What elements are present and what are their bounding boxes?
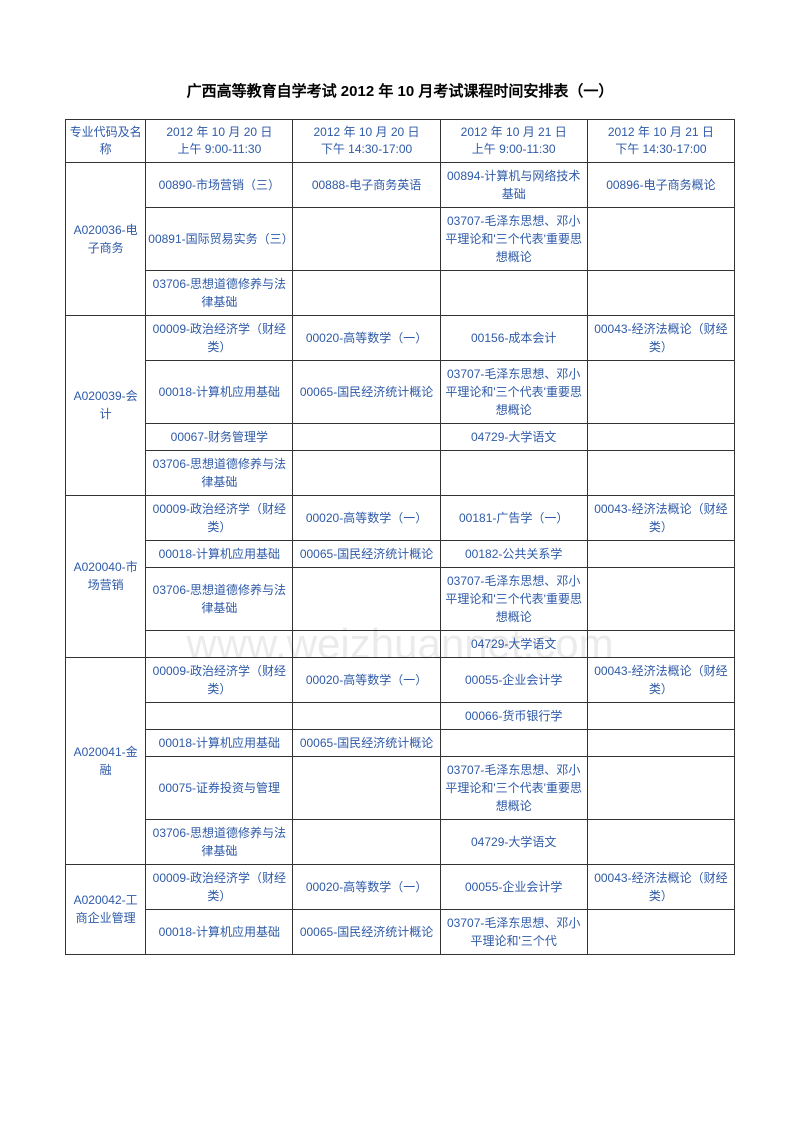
course-cell: [587, 729, 734, 756]
header-major: 专业代码及名称: [66, 120, 146, 163]
course-cell: 00890-市场营销（三）: [146, 162, 293, 207]
course-cell: [440, 729, 587, 756]
course-cell: 00065-国民经济统计概论: [293, 540, 440, 567]
course-cell: [146, 702, 293, 729]
course-cell: 04729-大学语文: [440, 630, 587, 657]
course-cell: 00065-国民经济统计概论: [293, 909, 440, 954]
course-cell: 00018-计算机应用基础: [146, 909, 293, 954]
course-cell: [587, 702, 734, 729]
course-cell: [587, 756, 734, 819]
course-cell: [293, 567, 440, 630]
major-cell: A020040-市场营销: [66, 495, 146, 657]
course-cell: 00020-高等数学（一）: [293, 315, 440, 360]
course-cell: [293, 423, 440, 450]
course-cell: [293, 630, 440, 657]
course-cell: 00066-货币银行学: [440, 702, 587, 729]
course-cell: [587, 909, 734, 954]
course-cell: 03706-思想道德修养与法律基础: [146, 819, 293, 864]
course-cell: 00894-计算机与网络技术基础: [440, 162, 587, 207]
page-title: 广西高等教育自学考试 2012 年 10 月考试课程时间安排表（一）: [65, 80, 735, 101]
course-cell: 00018-计算机应用基础: [146, 540, 293, 567]
course-cell: [587, 360, 734, 423]
course-cell: 00009-政治经济学（财经类）: [146, 495, 293, 540]
course-cell: 00891-国际贸易实务（三）: [146, 207, 293, 270]
course-cell: 00182-公共关系学: [440, 540, 587, 567]
course-cell: 00018-计算机应用基础: [146, 729, 293, 756]
course-cell: 00009-政治经济学（财经类）: [146, 864, 293, 909]
course-cell: 00067-财务管理学: [146, 423, 293, 450]
course-cell: [293, 450, 440, 495]
header-slot-2: 2012 年 10 月 20 日下午 14:30-17:00: [293, 120, 440, 163]
course-cell: 04729-大学语文: [440, 819, 587, 864]
course-cell: 03707-毛泽东思想、邓小平理论和'三个代表'重要思想概论: [440, 567, 587, 630]
course-cell: 00043-经济法概论（财经类）: [587, 315, 734, 360]
major-cell: A020041-金融: [66, 657, 146, 864]
header-slot-3: 2012 年 10 月 21 日上午 9:00-11:30: [440, 120, 587, 163]
course-cell: 00075-证券投资与管理: [146, 756, 293, 819]
course-cell: 00065-国民经济统计概论: [293, 729, 440, 756]
course-cell: 00043-经济法概论（财经类）: [587, 657, 734, 702]
course-cell: [440, 450, 587, 495]
course-cell: [587, 207, 734, 270]
header-slot-4: 2012 年 10 月 21 日下午 14:30-17:00: [587, 120, 734, 163]
course-cell: [146, 630, 293, 657]
course-cell: [440, 270, 587, 315]
course-cell: 00896-电子商务概论: [587, 162, 734, 207]
course-cell: [587, 630, 734, 657]
course-cell: 00055-企业会计学: [440, 864, 587, 909]
course-cell: [587, 423, 734, 450]
course-cell: 00009-政治经济学（财经类）: [146, 657, 293, 702]
schedule-table: 专业代码及名称2012 年 10 月 20 日上午 9:00-11:302012…: [65, 119, 735, 955]
course-cell: [293, 819, 440, 864]
course-cell: [587, 270, 734, 315]
course-cell: [587, 567, 734, 630]
course-cell: 00020-高等数学（一）: [293, 495, 440, 540]
course-cell: [587, 450, 734, 495]
course-cell: 00009-政治经济学（财经类）: [146, 315, 293, 360]
course-cell: 04729-大学语文: [440, 423, 587, 450]
course-cell: 03707-毛泽东思想、邓小平理论和'三个代: [440, 909, 587, 954]
course-cell: 00888-电子商务英语: [293, 162, 440, 207]
course-cell: 00181-广告学（一）: [440, 495, 587, 540]
course-cell: 00065-国民经济统计概论: [293, 360, 440, 423]
course-cell: 00043-经济法概论（财经类）: [587, 864, 734, 909]
course-cell: [293, 756, 440, 819]
course-cell: [587, 540, 734, 567]
course-cell: [293, 702, 440, 729]
course-cell: 03707-毛泽东思想、邓小平理论和'三个代表'重要思想概论: [440, 207, 587, 270]
course-cell: [293, 207, 440, 270]
course-cell: 03707-毛泽东思想、邓小平理论和'三个代表'重要思想概论: [440, 756, 587, 819]
course-cell: 03706-思想道德修养与法律基础: [146, 567, 293, 630]
course-cell: 03706-思想道德修养与法律基础: [146, 450, 293, 495]
course-cell: 00020-高等数学（一）: [293, 864, 440, 909]
course-cell: 00018-计算机应用基础: [146, 360, 293, 423]
major-cell: A020039-会计: [66, 315, 146, 495]
course-cell: 00156-成本会计: [440, 315, 587, 360]
course-cell: 03707-毛泽东思想、邓小平理论和'三个代表'重要思想概论: [440, 360, 587, 423]
course-cell: 00055-企业会计学: [440, 657, 587, 702]
major-cell: A020042-工商企业管理: [66, 864, 146, 954]
course-cell: 00043-经济法概论（财经类）: [587, 495, 734, 540]
major-cell: A020036-电子商务: [66, 162, 146, 315]
course-cell: [587, 819, 734, 864]
header-slot-1: 2012 年 10 月 20 日上午 9:00-11:30: [146, 120, 293, 163]
course-cell: 00020-高等数学（一）: [293, 657, 440, 702]
course-cell: [293, 270, 440, 315]
course-cell: 03706-思想道德修养与法律基础: [146, 270, 293, 315]
